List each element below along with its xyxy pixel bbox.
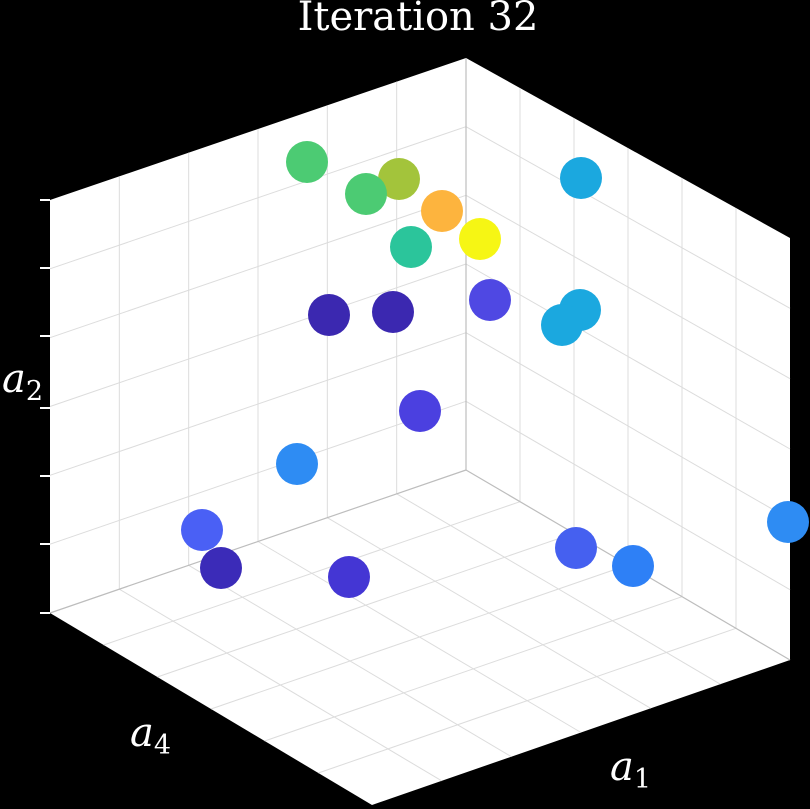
data-point (612, 545, 654, 587)
data-point (399, 390, 441, 432)
data-point (181, 509, 223, 551)
data-point (200, 547, 242, 589)
data-point (390, 226, 432, 268)
data-point (469, 279, 511, 321)
data-point (541, 304, 583, 346)
data-point (308, 294, 350, 336)
data-point (276, 443, 318, 485)
z-axis-label: a2 (2, 356, 43, 407)
data-point (372, 291, 414, 333)
chart-title: Iteration 32 (298, 0, 539, 40)
data-point (459, 218, 501, 260)
data-point (560, 157, 602, 199)
data-point (345, 173, 387, 215)
data-point (328, 556, 370, 598)
y-axis-label: a4 (130, 710, 171, 761)
data-point (286, 141, 328, 183)
data-point (767, 501, 809, 543)
data-point (421, 190, 463, 232)
axis-ticks (40, 199, 50, 614)
data-points (181, 141, 809, 598)
data-point (378, 158, 420, 200)
data-point (555, 527, 597, 569)
x-axis-label: a1 (610, 744, 651, 795)
